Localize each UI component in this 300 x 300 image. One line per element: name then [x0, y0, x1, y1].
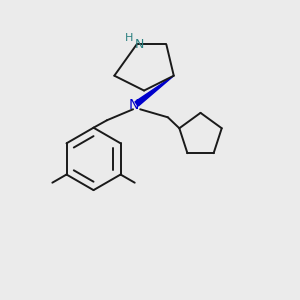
Text: N: N	[135, 38, 144, 51]
Text: H: H	[125, 33, 134, 43]
Polygon shape	[135, 76, 174, 106]
Text: N: N	[129, 98, 140, 112]
